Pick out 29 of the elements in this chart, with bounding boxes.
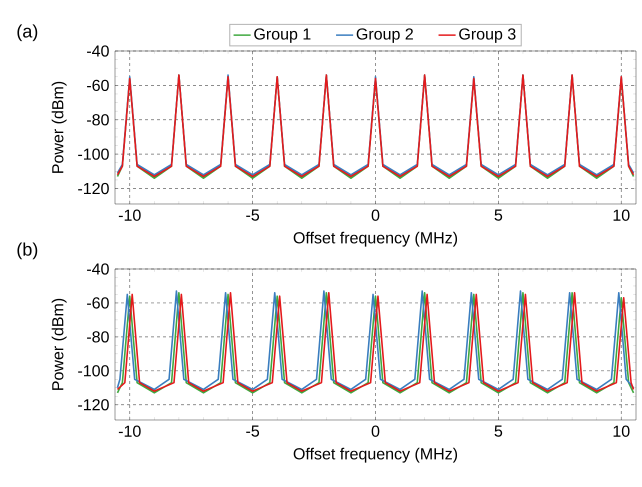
y-tick-label: -80 xyxy=(87,114,109,126)
legend-label: Group 1 xyxy=(254,28,310,43)
x-axis-title: Offset frequency (MHz) xyxy=(294,448,458,463)
x-tick-label: 10 xyxy=(614,210,630,221)
legend-label: Group 3 xyxy=(459,28,516,43)
x-axis-title: Offset frequency (MHz) xyxy=(294,232,458,247)
legend-label: Group 2 xyxy=(356,28,413,43)
y-tick-label: -100 xyxy=(78,148,109,160)
x-tick-label: 5 xyxy=(494,210,502,221)
x-tick-label: 10 xyxy=(614,426,630,437)
x-tick-label: -10 xyxy=(118,210,141,221)
y-tick-label: -60 xyxy=(87,297,109,309)
y-tick-label: -40 xyxy=(87,263,109,275)
y-tick-label: -120 xyxy=(78,399,109,410)
x-tick-label: 0 xyxy=(372,210,380,221)
y-tick-label: -120 xyxy=(78,182,109,194)
y-tick-label: -80 xyxy=(87,331,109,343)
y-axis-title: Power (dBm) xyxy=(52,82,67,173)
x-tick-label: 5 xyxy=(494,426,502,437)
chart-title: (a) xyxy=(17,24,38,42)
y-tick-label: -60 xyxy=(87,80,109,92)
y-tick-label: -40 xyxy=(87,45,109,57)
x-tick-label: 0 xyxy=(372,426,380,437)
chart-title: (b) xyxy=(17,242,38,260)
x-tick-label: -5 xyxy=(246,426,260,437)
x-tick-label: -10 xyxy=(118,426,141,437)
y-axis-title: Power (dBm) xyxy=(52,298,67,390)
x-tick-label: -5 xyxy=(246,210,260,221)
y-tick-label: -100 xyxy=(78,365,109,376)
